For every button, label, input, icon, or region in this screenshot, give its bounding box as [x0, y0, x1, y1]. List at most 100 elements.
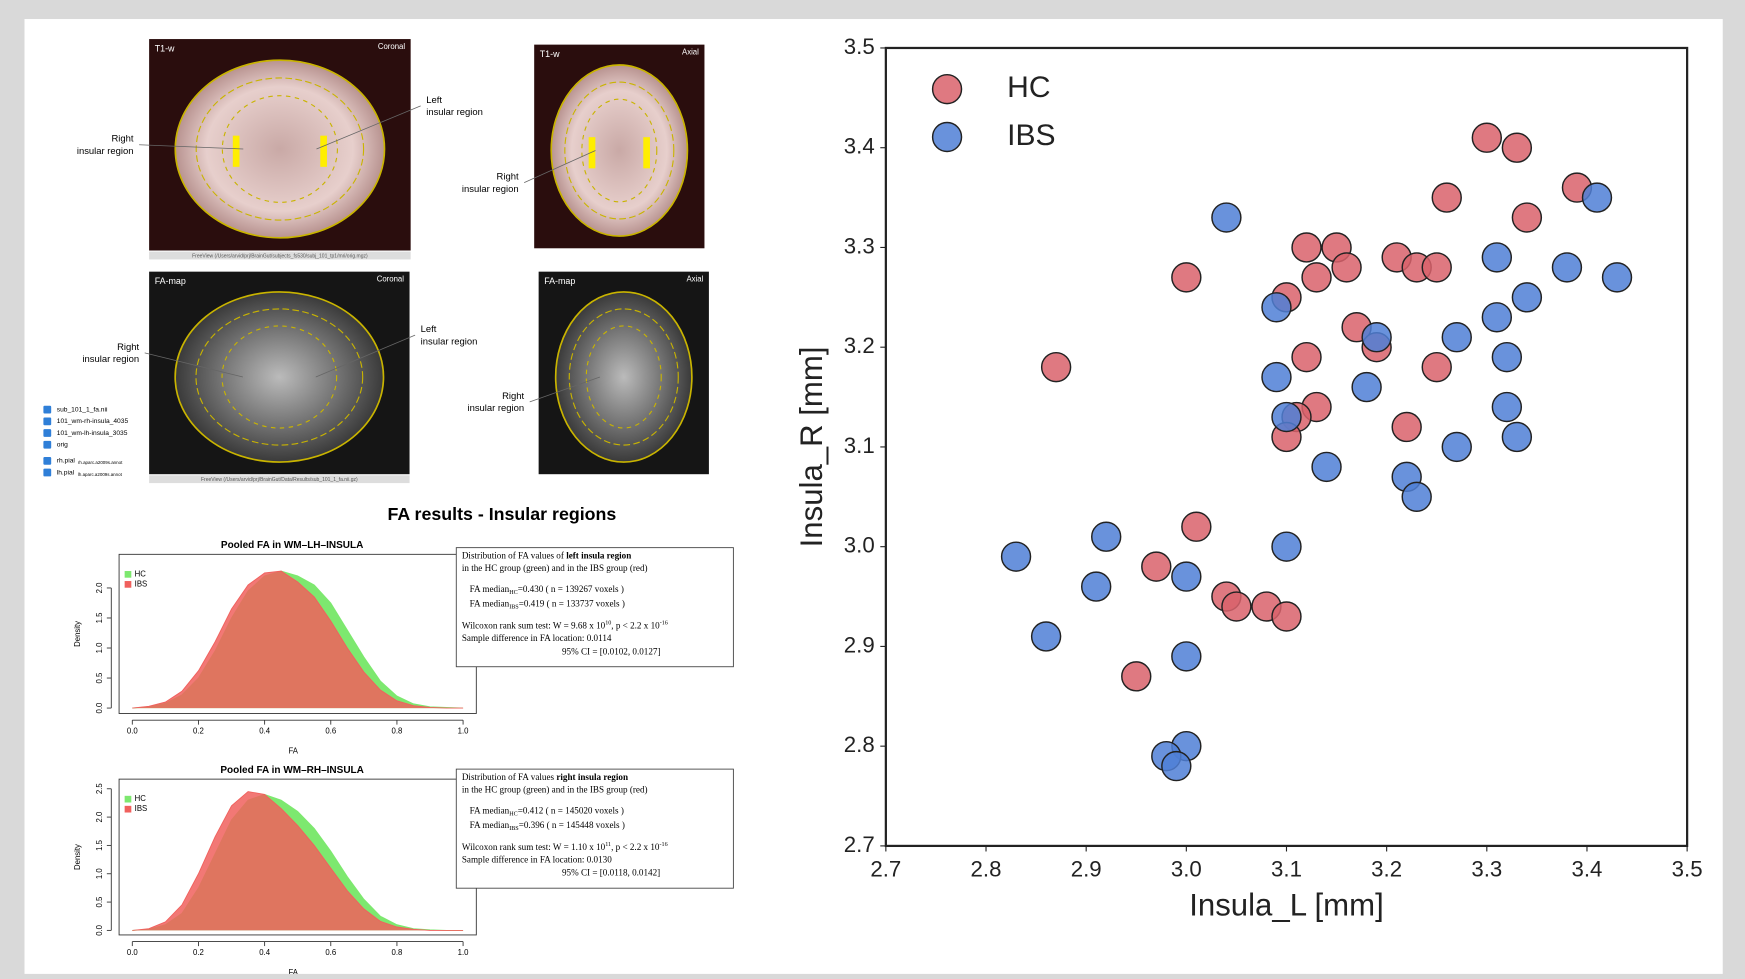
annotation-text: HC: [509, 590, 517, 596]
x-tick-label: 2.7: [870, 856, 901, 881]
region-label: insular region: [462, 184, 519, 195]
annotation-text: in the HC group (green) and in the IBS g…: [462, 563, 648, 573]
x-tick-label: 0.4: [259, 948, 270, 957]
region-label: insular region: [467, 403, 524, 414]
x-tick-label: 3.1: [1271, 856, 1302, 881]
annotation-text: 95% CI = [0.0118, 0.0142]: [562, 868, 660, 878]
layer-checkbox: [43, 441, 51, 449]
layer-checkbox: [43, 429, 51, 437]
x-tick-label: 0.6: [325, 948, 336, 957]
y-tick-label: 1.5: [95, 840, 104, 851]
layer-name: 101_wm-lh-insula_3035: [57, 430, 128, 437]
marker: [1492, 343, 1521, 372]
image-modality: T1-w: [540, 49, 560, 59]
legend-label: HC: [1007, 71, 1050, 104]
x-tick-label: 0.0: [127, 948, 138, 957]
annotation-text: right insula region: [556, 772, 628, 782]
y-tick-label: 3.0: [844, 533, 875, 558]
x-tick-label: 3.4: [1572, 856, 1603, 881]
annotation-text: =0.396 ( n = 145448 voxels ): [519, 820, 625, 830]
marker: [1162, 752, 1191, 781]
x-tick-label: 1.0: [458, 726, 469, 735]
y-tick-label: 0.0: [95, 924, 104, 935]
marker: [1122, 662, 1151, 691]
annotation-line: Distribution of FA values of left insula…: [462, 551, 631, 561]
layer-checkbox: [43, 406, 51, 414]
x-tick-label: 2.8: [971, 856, 1002, 881]
chart-title: Pooled FA in WM–LH–INSULA: [221, 540, 363, 551]
figure: FA results - Insular regions T1-w Coronal…: [0, 0, 1745, 974]
annotation-text: -16: [660, 621, 668, 627]
layer-checkbox: [43, 457, 51, 465]
chart-title: Pooled FA in WM–RH–INSULA: [220, 765, 364, 776]
marker: [1212, 203, 1241, 232]
marker: [1272, 602, 1301, 631]
legend-label: IBS: [135, 804, 148, 813]
y-tick-label: 0.5: [95, 673, 104, 684]
annotation-text: Wilcoxon rank sum test: W = 9.68 x 10: [462, 621, 606, 631]
marker: [1512, 283, 1541, 312]
layer-name: orig: [57, 441, 68, 448]
y-tick-label: 2.5: [95, 783, 104, 794]
heading: FA results - Insular regions: [388, 504, 617, 524]
marker: [1092, 522, 1121, 551]
marker: [1302, 263, 1331, 292]
layer-annot: rh.aparc.a2009s.annot: [78, 460, 123, 465]
y-tick-label: 1.0: [95, 642, 104, 653]
brain: [175, 60, 384, 238]
legend-marker: [933, 75, 962, 104]
marker: [1472, 123, 1501, 152]
annotation-text: 95% CI = [0.0102, 0.0127]: [562, 646, 661, 656]
image-view: Coronal: [377, 275, 405, 284]
marker: [1222, 592, 1251, 621]
marker: [1492, 393, 1521, 422]
x-axis-label: FA: [288, 746, 298, 755]
marker: [1292, 343, 1321, 372]
region-label: insular region: [426, 107, 483, 118]
marker: [1172, 263, 1201, 292]
marker: [1583, 183, 1612, 212]
region-label: insular region: [421, 336, 478, 347]
y-tick-label: 2.7: [844, 832, 875, 857]
marker: [1332, 253, 1361, 282]
y-tick-label: 1.5: [95, 613, 104, 624]
annotation-line: 95% CI = [0.0118, 0.0142]: [562, 868, 660, 878]
marker: [1172, 642, 1201, 671]
x-tick-label: 1.0: [458, 948, 469, 957]
layer-name: 101_wm-rh-insula_4035: [57, 418, 129, 425]
x-tick-label: 0.2: [193, 948, 204, 957]
y-tick-label: 3.1: [844, 433, 875, 458]
x-tick-label: 3.3: [1471, 856, 1502, 881]
x-tick-label: 0.4: [259, 726, 270, 735]
annotation-text: =0.419 ( n = 133737 voxels ): [519, 599, 625, 609]
annotation-text: =0.412 ( n = 145020 voxels ): [518, 805, 624, 815]
y-tick-label: 3.3: [844, 233, 875, 258]
marker: [1172, 562, 1201, 591]
annotation-text: Distribution of FA values of: [462, 551, 566, 561]
marker: [1182, 512, 1211, 541]
annotation-text: =0.430 ( n = 139267 voxels ): [518, 584, 624, 594]
marker: [1082, 572, 1111, 601]
annotation-line: in the HC group (green) and in the IBS g…: [462, 563, 648, 573]
x-tick-label: 0.6: [325, 726, 336, 735]
y-axis-label: Insula_R [mm]: [794, 347, 829, 548]
insula: [320, 136, 327, 167]
region-label: Left: [421, 324, 437, 335]
y-tick-label: 1.0: [95, 868, 104, 879]
marker: [1042, 353, 1071, 382]
annotation-line: Sample difference in FA location: 0.0114: [462, 633, 612, 643]
y-tick-label: 0.0: [95, 702, 104, 713]
marker: [1292, 233, 1321, 262]
legend-swatch: [125, 796, 132, 803]
region-label: Right: [111, 134, 133, 145]
y-tick-label: 3.4: [844, 134, 875, 159]
marker: [1482, 303, 1511, 332]
annotation-line: Wilcoxon rank sum test: W = 1.10 x 1011,…: [462, 842, 668, 852]
region-label: Right: [502, 391, 524, 402]
marker: [1442, 432, 1471, 461]
region-label: Left: [426, 95, 442, 106]
y-tick-label: 2.0: [95, 582, 104, 593]
x-tick-label: 3.2: [1371, 856, 1402, 881]
layer-checkbox: [43, 417, 51, 425]
annotation-line: Distribution of FA values right insula r…: [462, 772, 628, 782]
